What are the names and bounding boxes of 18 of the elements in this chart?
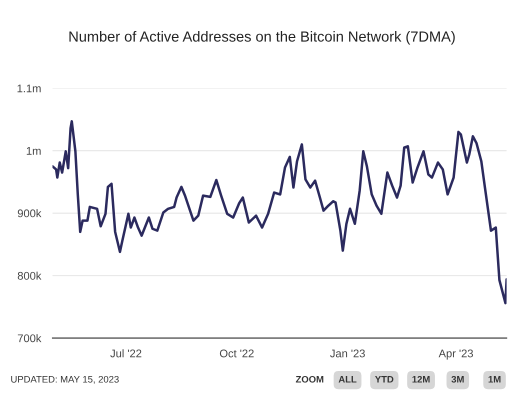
chart-title: Number of Active Addresses on the Bitcoin Network (7DMA) <box>69 31 455 45</box>
y-tick-label: 1m <box>26 147 41 155</box>
text: ALL <box>338 376 356 383</box>
y-tick-label: 1.1m <box>18 84 41 92</box>
text: UPDATED: MAY 15, 2023 <box>11 376 119 384</box>
text: 3M <box>451 376 464 383</box>
x-tick-label: Jan '23 <box>330 350 365 358</box>
text: YTD <box>375 376 394 383</box>
text: 12M <box>412 376 430 383</box>
x-tick-label: Oct '22 <box>220 350 254 358</box>
y-tick-label: 800k <box>18 272 42 280</box>
x-tick-label: Apr '23 <box>438 350 473 360</box>
text: ZOOM <box>296 376 324 383</box>
line-series <box>52 120 507 304</box>
y-tick-label: 700k <box>18 334 42 342</box>
y-tick-label: 900k <box>18 209 42 218</box>
text: 1M <box>488 376 500 383</box>
x-tick-label: Jul '22 <box>110 349 142 358</box>
